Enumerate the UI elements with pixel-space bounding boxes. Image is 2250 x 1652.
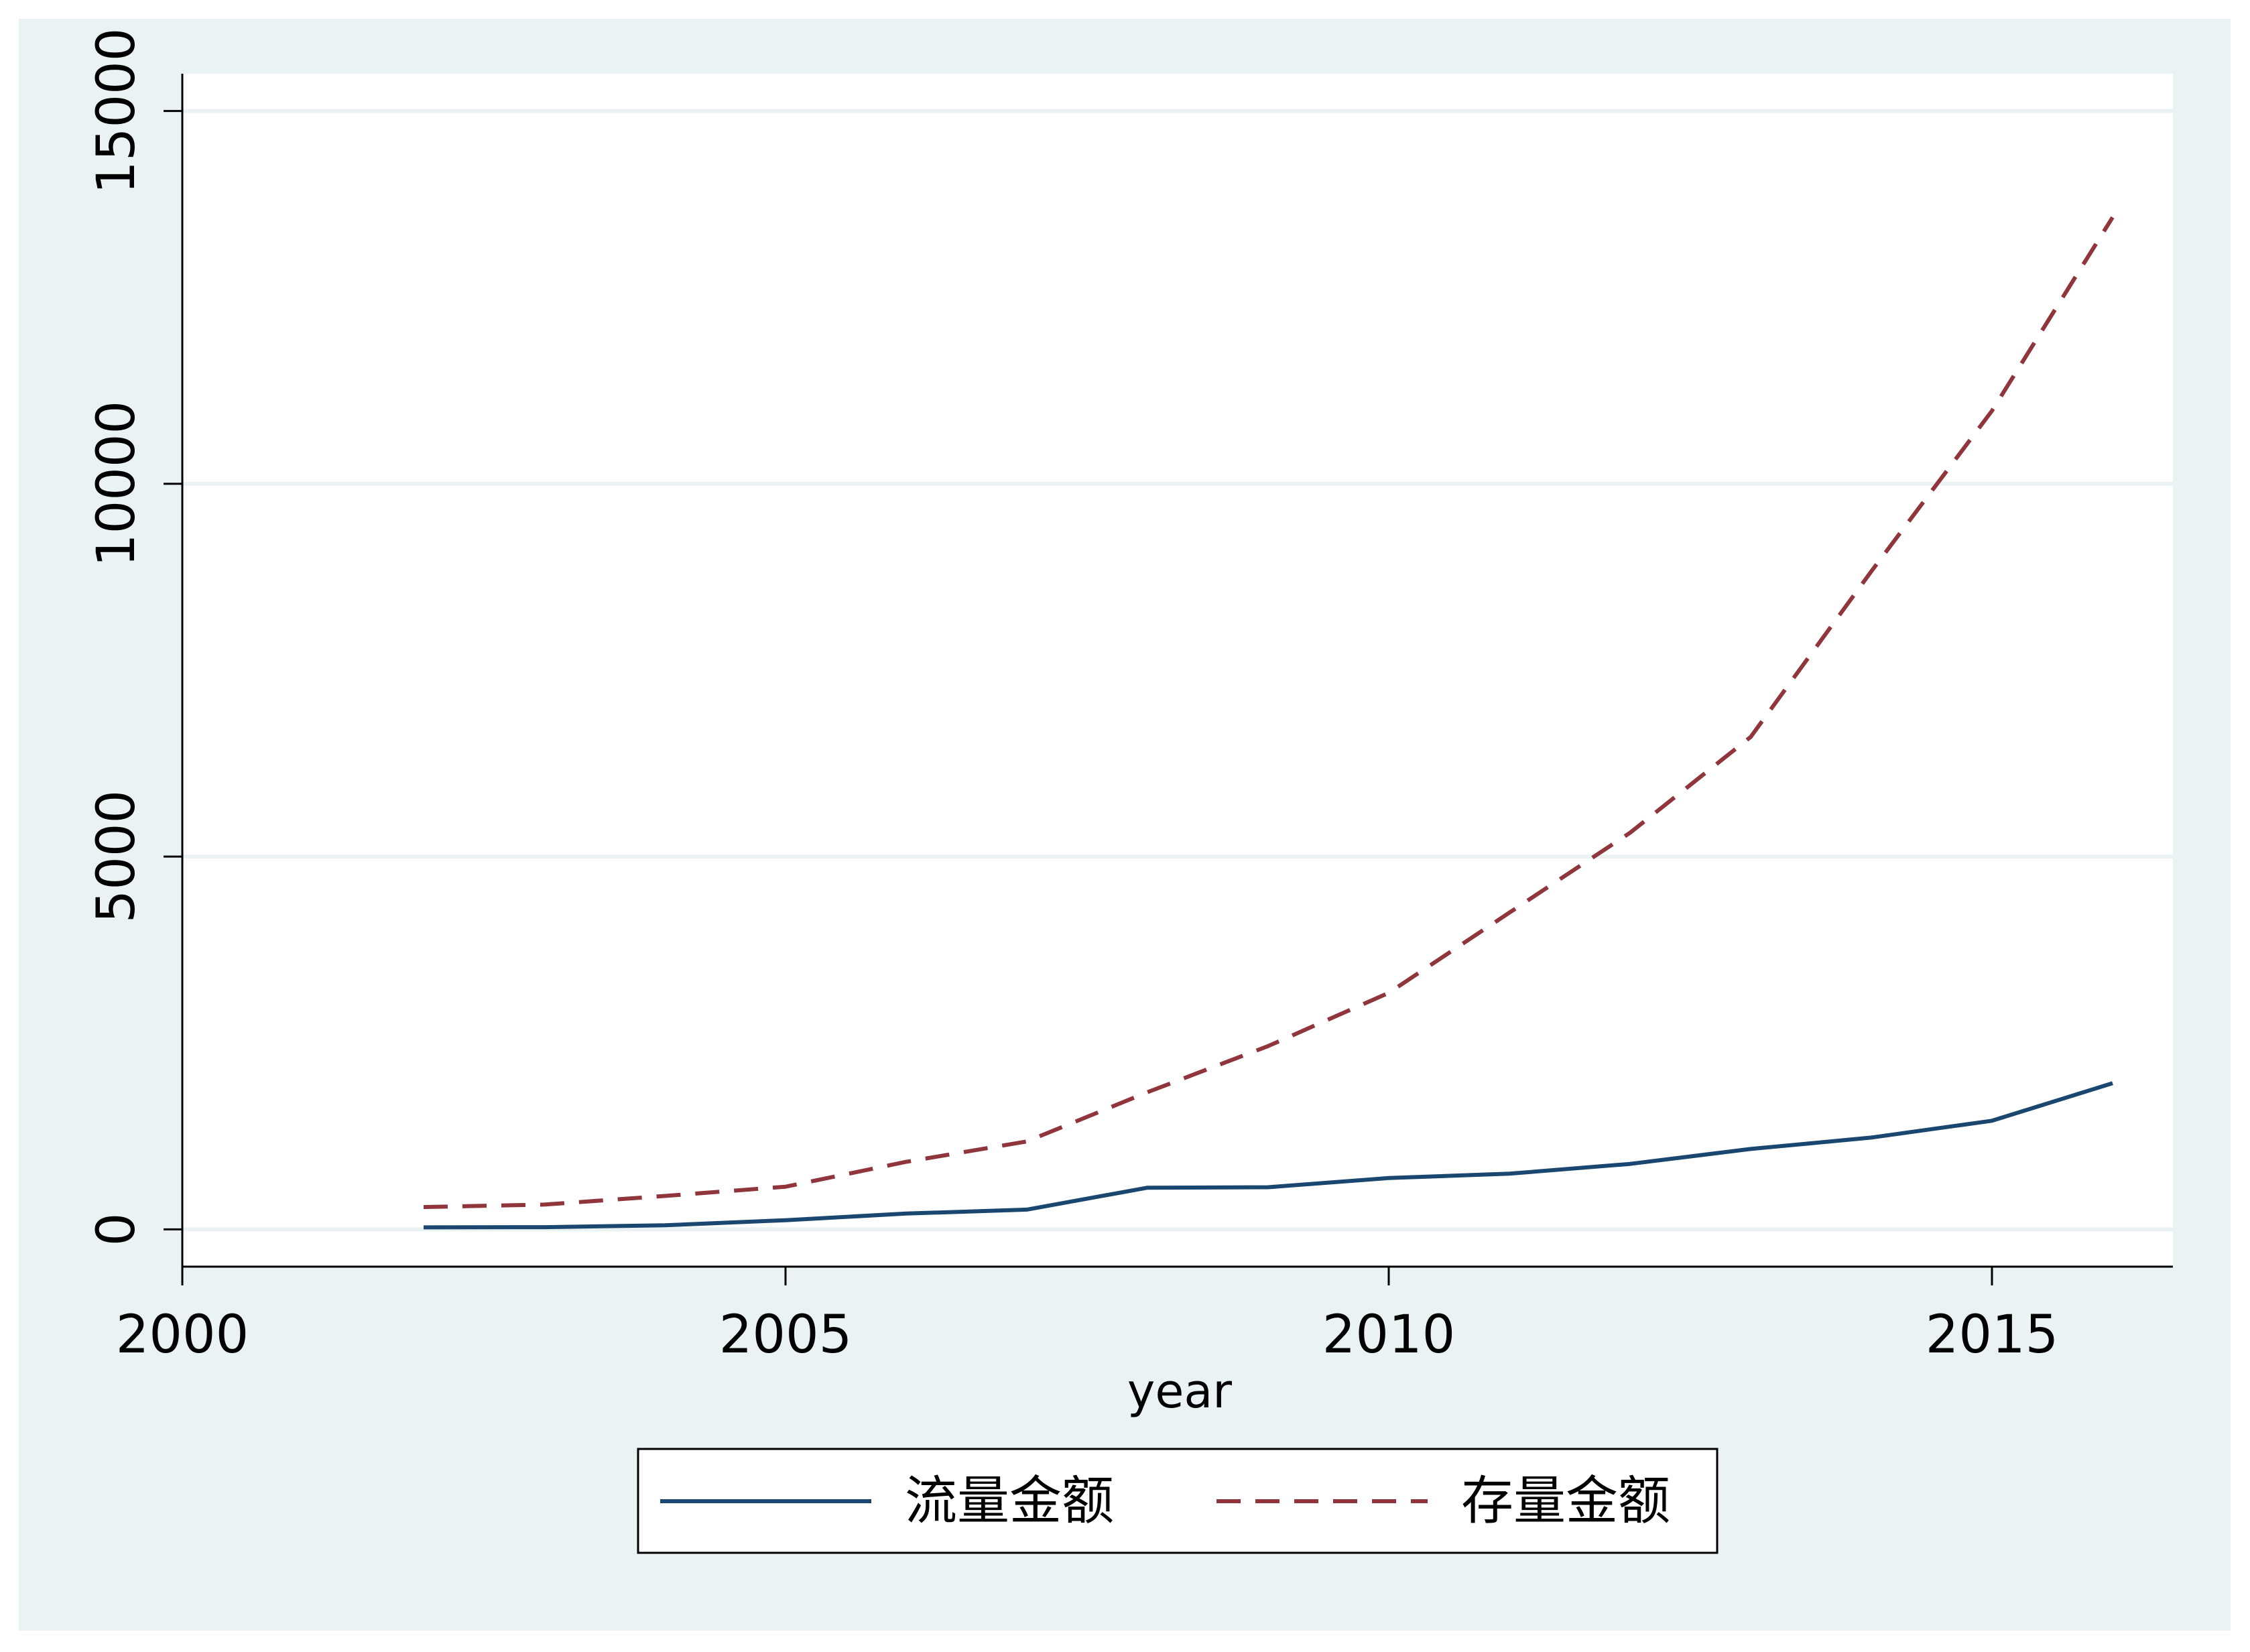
legend-label-series-2: 存量金额 xyxy=(1461,1471,1670,1531)
grid-lines xyxy=(182,109,2173,1232)
x-tick-label-2010: 2010 xyxy=(1322,1305,1456,1365)
y-tick-label-0: 0 xyxy=(86,1213,147,1247)
series-lines xyxy=(423,216,2115,1230)
x-axis-label: year xyxy=(1127,1364,1232,1419)
y-tick-label-5000: 5000 xyxy=(86,790,147,924)
y-tick-label-15000: 15000 xyxy=(86,28,147,194)
series-line-2 xyxy=(423,216,2115,1210)
legend: 流量金额 存量金额 xyxy=(637,1448,1718,1554)
x-tick-label-2005: 2005 xyxy=(719,1305,853,1365)
legend-label-series-1: 流量金额 xyxy=(905,1471,1114,1531)
x-tick-label-2015: 2015 xyxy=(1926,1305,2059,1365)
axes: 0 5000 10000 15000 2000 2005 2010 2015 xyxy=(86,28,2173,1365)
plot-area xyxy=(182,74,2173,1267)
series-line-1 xyxy=(423,1081,2113,1230)
y-tick-label-10000: 10000 xyxy=(86,401,147,567)
x-tick-label-2000: 2000 xyxy=(116,1305,249,1365)
